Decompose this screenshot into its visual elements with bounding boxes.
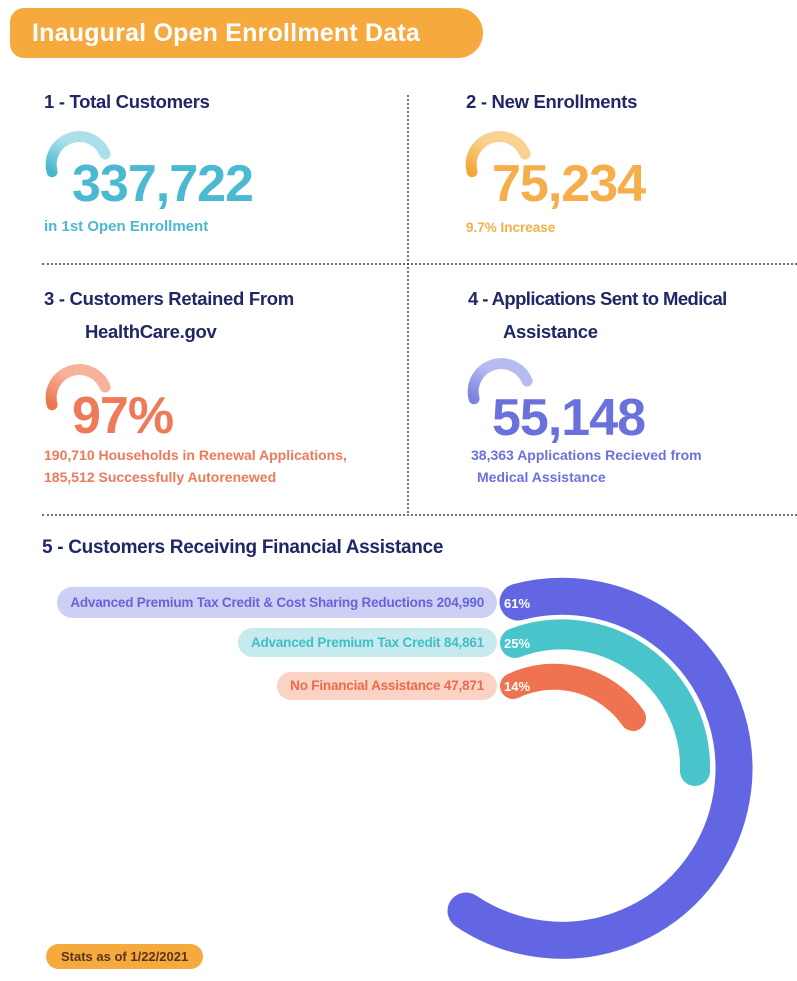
stat-heading-line1: 3 - Customers Retained From — [44, 288, 294, 309]
stat-heading: 2 - New Enrollments — [466, 91, 638, 112]
percent-label-25: 25% — [504, 636, 531, 651]
caption-text: Households in Renewal Applications, — [94, 447, 347, 463]
stat-caption-line2: Medical Assistance — [477, 469, 606, 485]
vertical-divider — [407, 95, 409, 513]
caption-number: 38,363 — [471, 447, 514, 463]
stat-heading-line1: 4 - Applications Sent to Medical — [468, 288, 727, 309]
gauge-arc — [467, 358, 533, 405]
chart-title: 5 - Customers Receiving Financial Assist… — [42, 537, 444, 558]
caption-number: 190,710 — [44, 447, 95, 463]
gauge-arc-path — [467, 358, 533, 405]
percent-label-14: 14% — [504, 679, 531, 694]
stat-value: 97% — [72, 387, 174, 445]
arc-aptc-csr — [447, 577, 753, 959]
gauge-arc — [45, 131, 111, 178]
caption-text: Medical Assistance — [477, 469, 606, 485]
page-title: Inaugural Open Enrollment Data — [32, 18, 420, 47]
stat-heading: 1 - Total Customers — [44, 91, 210, 112]
horizontal-divider-top — [42, 263, 797, 265]
stat-value: 337,722 — [72, 155, 254, 213]
gauge-arc — [465, 131, 531, 178]
horizontal-divider-bottom — [42, 514, 797, 516]
caption-number: 185,512 — [44, 469, 95, 485]
legend-pill-aptc: Advanced Premium Tax Credit 84,861 — [237, 628, 497, 657]
gauge-arc-path — [45, 364, 111, 411]
stat-value: 75,234 — [492, 155, 646, 213]
caption-text: Applications Recieved from — [513, 447, 702, 463]
page-title-banner: Inaugural Open Enrollment Data — [10, 8, 483, 58]
stats-date-badge: Stats as of 1/22/2021 — [46, 944, 204, 969]
stat-caption-line2: 185,512 Successfully Autorenewed — [44, 469, 276, 485]
caption-text: Successfully Autorenewed — [94, 469, 277, 485]
stat-heading-line2: Assistance — [503, 321, 598, 342]
arc-aptc — [500, 619, 711, 786]
gauge-arc-path — [465, 131, 531, 178]
gauge-arc — [45, 364, 111, 411]
arc-no-assistance — [500, 663, 646, 731]
stat-heading-line2: HealthCare.gov — [85, 321, 217, 342]
legend-pill-aptc-csr: Advanced Premium Tax Credit & Cost Shari… — [57, 587, 497, 618]
stat-caption-line1: 38,363 Applications Recieved from — [471, 447, 702, 463]
legend-pill-no-assistance: No Financial Assistance 47,871 — [277, 672, 497, 700]
stat-caption: in 1st Open Enrollment — [44, 218, 209, 235]
stat-caption-line1: 190,710 Households in Renewal Applicatio… — [44, 447, 347, 463]
stat-caption: 9.7% Increase — [466, 220, 556, 235]
stat-value: 55,148 — [492, 389, 646, 447]
gauge-arc-path — [45, 131, 111, 178]
percent-label-61: 61% — [504, 596, 531, 611]
